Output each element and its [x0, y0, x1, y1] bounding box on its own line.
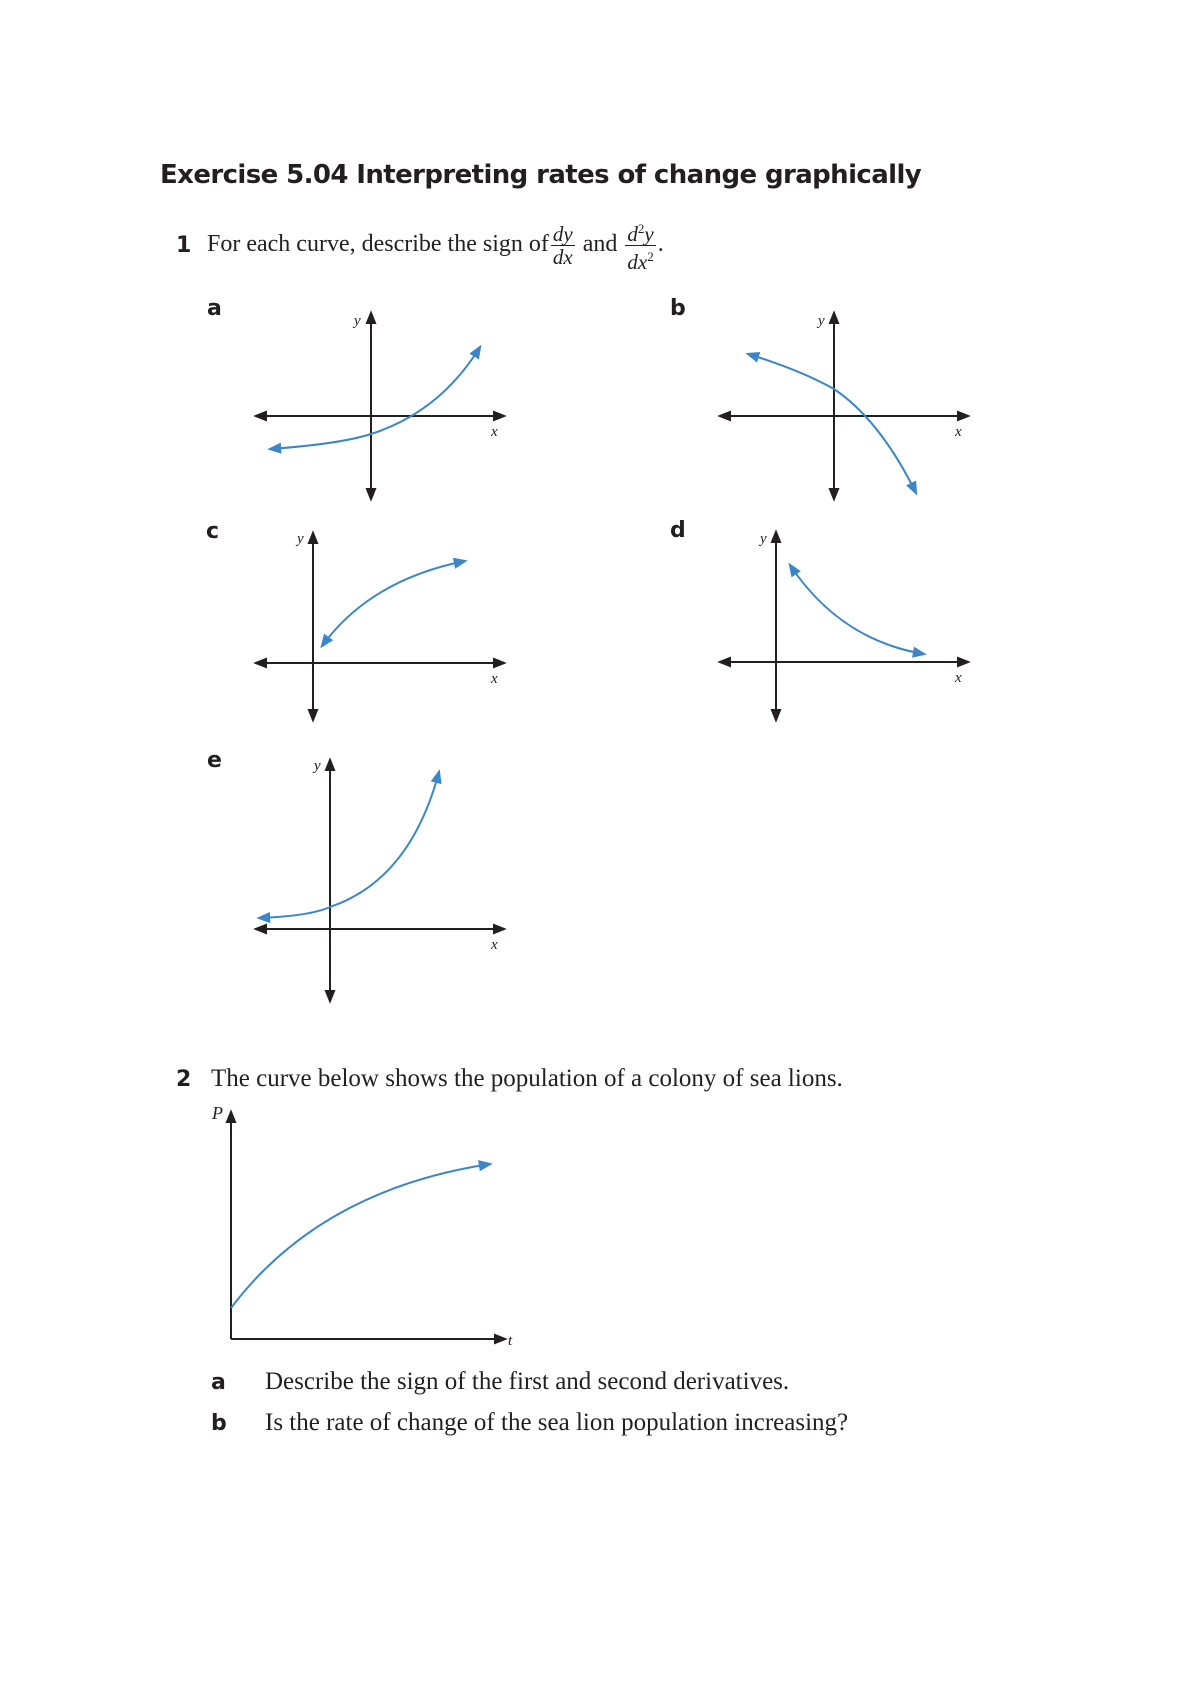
question-number: 2 — [176, 1067, 192, 1092]
fraction-numerator: dy — [550, 222, 575, 246]
conjunction: and — [582, 231, 618, 258]
dy-dx-fraction: dy dx — [550, 222, 575, 269]
graph-b-label: b — [670, 296, 686, 321]
graph-b-y-label: y — [816, 313, 825, 329]
graph-d-curve — [788, 562, 927, 658]
graph-e-curve — [256, 769, 442, 924]
page-title: Exercise 5.04 Interpreting rates of chan… — [160, 160, 922, 190]
graph-c-x-label: x — [490, 671, 498, 687]
population-graph-t-label: t — [508, 1333, 513, 1349]
graph-d-x-label: x — [954, 670, 962, 686]
graph-c-label: c — [206, 519, 220, 544]
population-graph-p-label: P — [211, 1103, 223, 1123]
part-a-label: a — [211, 1370, 226, 1395]
graph-e-x-label: x — [490, 937, 498, 953]
graph-b-curve — [745, 351, 918, 496]
part-b-label: b — [211, 1411, 227, 1436]
fraction-denominator: dx — [552, 245, 573, 269]
question-1-text: For each curve, describe the sign of dy dx… — [207, 218, 664, 273]
graph-a-y-label: y — [352, 313, 361, 329]
question-number: 1 — [176, 233, 192, 258]
part-b-text: Is the rate of change of the sea lion po… — [265, 1409, 849, 1436]
graph-c-curve — [320, 557, 468, 649]
population-curve — [230, 1160, 493, 1309]
graph-d-label: d — [670, 518, 686, 543]
question-text: For each curve, describe the sign of — [207, 231, 549, 258]
graph-c-y-label: y — [295, 531, 304, 547]
graph-b-x-label: x — [954, 424, 962, 440]
graph-a-x-label: x — [490, 424, 498, 440]
fraction-denominator: dx2 — [627, 249, 654, 274]
graph-e-label: e — [207, 748, 222, 773]
graph-e-y-label: y — [312, 758, 321, 774]
question-2-text: The curve below shows the population of … — [211, 1065, 843, 1092]
fraction-numerator: d2y — [625, 218, 656, 246]
part-a-text: Describe the sign of the first and secon… — [265, 1368, 790, 1395]
graph-a-label: a — [207, 296, 222, 321]
graph-d-y-label: y — [758, 531, 767, 547]
d2y-dx2-fraction: d2y dx2 — [625, 218, 656, 274]
graph-a-curve — [267, 344, 482, 454]
